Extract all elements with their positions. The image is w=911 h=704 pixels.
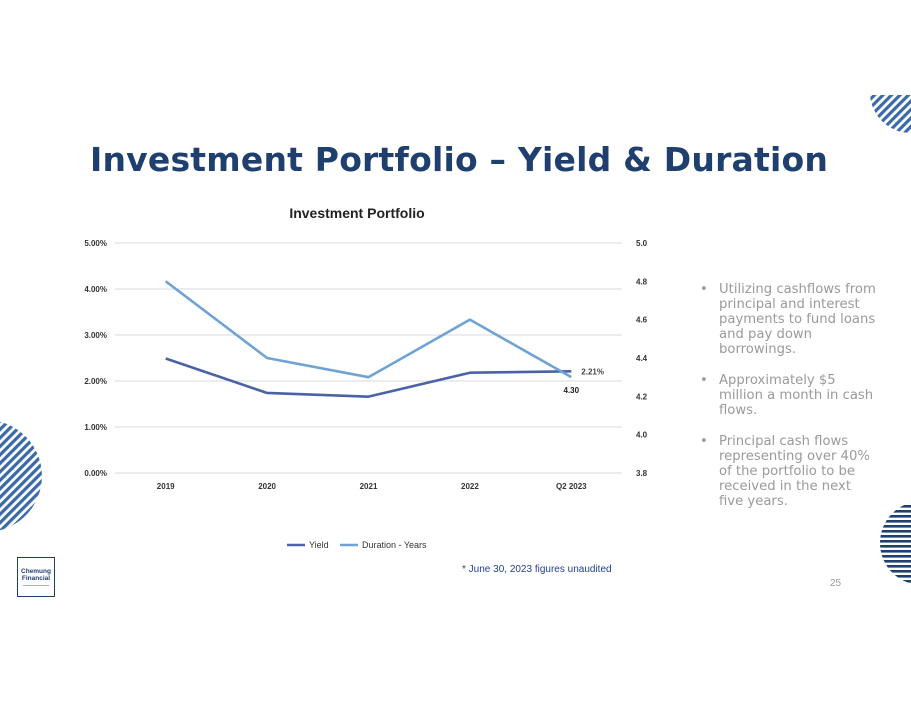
right-tick-label: 4.2: [636, 392, 648, 401]
company-logo: Chemung Financial: [17, 557, 55, 597]
duration-series-line: [164, 280, 572, 379]
right-tick-label: 3.8: [636, 469, 648, 478]
logo-line-2: Financial: [21, 575, 51, 582]
x-tick-label: Q2 2023: [556, 482, 587, 491]
bullet-item: Utilizing cashflows from principal and i…: [698, 282, 878, 357]
legend-label: Yield: [309, 540, 329, 550]
left-axis: 0.00% 1.00% 2.00% 3.00% 4.00% 5.00%: [84, 239, 107, 478]
chart-legend: Yield Duration - Years: [287, 540, 427, 550]
x-tick-label: 2020: [258, 482, 276, 491]
left-tick-label: 5.00%: [84, 239, 107, 248]
right-tick-label: 4.4: [636, 354, 648, 363]
footnote: * June 30, 2023 figures unaudited: [462, 564, 612, 575]
x-tick-label: 2019: [157, 482, 175, 491]
bullet-item: Principal cash flows representing over 4…: [698, 434, 878, 509]
data-labels: 2.21% 4.30: [564, 367, 604, 395]
deco-left-circle: [0, 421, 42, 531]
x-tick-label: 2021: [360, 482, 378, 491]
chart-grid: [115, 242, 622, 474]
deco-right-circle: [880, 502, 911, 584]
right-tick-label: 5.0: [636, 239, 648, 248]
page-number: 25: [830, 578, 842, 589]
yield-data-label: 2.21%: [581, 367, 604, 376]
left-tick-label: 2.00%: [84, 377, 107, 386]
logo-line-1: Chemung: [21, 568, 51, 575]
legend-label: Duration - Years: [362, 540, 427, 550]
left-tick-label: 4.00%: [84, 285, 107, 294]
right-tick-label: 4.0: [636, 431, 648, 440]
left-tick-label: 3.00%: [84, 331, 107, 340]
slide-title: Investment Portfolio – Yield & Duration: [90, 140, 829, 179]
bullet-item: Approximately $5 million a month in cash…: [698, 373, 878, 418]
right-tick-label: 4.8: [636, 277, 648, 286]
deco-top-right-circle: [870, 95, 911, 134]
right-tick-label: 4.6: [636, 316, 648, 325]
chart-series: [164, 280, 572, 398]
chart-title: Investment Portfolio: [289, 205, 424, 221]
x-tick-label: 2022: [461, 482, 479, 491]
duration-data-label: 4.30: [564, 386, 580, 395]
bullet-list: Utilizing cashflows from principal and i…: [698, 282, 878, 525]
left-tick-label: 1.00%: [84, 423, 107, 432]
left-tick-label: 0.00%: [84, 469, 107, 478]
right-axis: 3.8 4.0 4.2 4.4 4.6 4.8 5.0: [636, 239, 648, 478]
x-axis: 2019 2020 2021 2022 Q2 2023: [157, 482, 587, 491]
logo-underline: [23, 585, 49, 586]
